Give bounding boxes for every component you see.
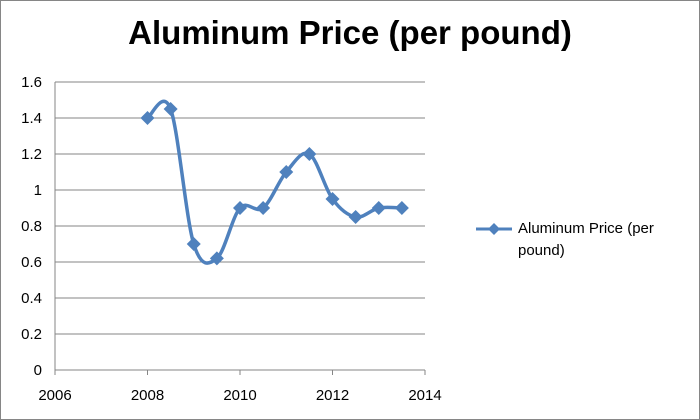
data-point (371, 201, 386, 215)
data-point (394, 201, 409, 215)
y-tick-label: 0.6 (21, 254, 42, 271)
data-point (233, 201, 247, 215)
y-tick-label: 0.4 (21, 290, 42, 307)
x-tick-label: 2008 (131, 387, 164, 404)
y-tick-label: 1.6 (21, 74, 42, 91)
y-tick-label: 0 (34, 362, 42, 379)
data-point (163, 102, 178, 116)
y-tick-label: 0.8 (21, 218, 42, 235)
x-tick-label: 2012 (316, 387, 349, 404)
y-tick-label: 0.2 (21, 326, 42, 343)
data-point (325, 192, 340, 206)
legend-marker (476, 223, 512, 235)
y-tick-label: 1 (34, 182, 42, 199)
legend-label: Aluminum Price (per pound) (518, 220, 654, 259)
data-point (209, 251, 224, 266)
x-tick-label: 2010 (223, 387, 256, 404)
data-point (140, 111, 155, 125)
data-point (348, 210, 363, 224)
chart-title: Aluminum Price (per pound) (128, 14, 572, 51)
series-line (146, 99, 402, 265)
y-tick-label: 1.4 (21, 110, 42, 127)
data-point (186, 237, 201, 251)
data-point (256, 201, 271, 215)
data-point (302, 147, 317, 161)
x-tick-label: 2014 (408, 387, 441, 404)
y-tick-label: 1.2 (21, 146, 42, 163)
x-tick-label: 2006 (38, 387, 71, 404)
data-point (279, 165, 294, 179)
